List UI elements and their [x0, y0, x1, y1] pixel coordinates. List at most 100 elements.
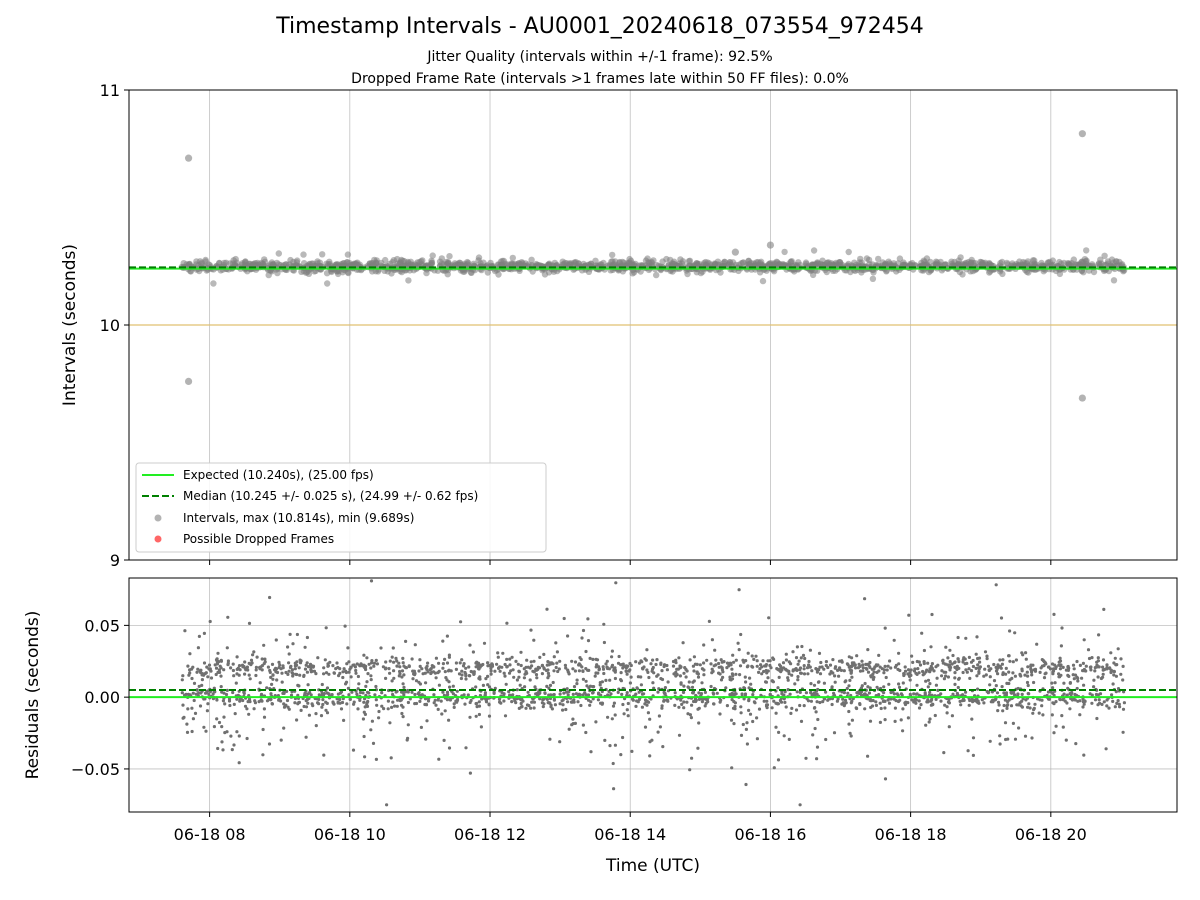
residual-point — [206, 675, 210, 679]
residual-point — [1023, 673, 1027, 677]
interval-point — [428, 259, 435, 267]
residual-point — [746, 664, 750, 668]
residual-point — [824, 690, 828, 694]
residual-point — [967, 667, 971, 671]
residual-point — [833, 666, 837, 670]
residual-point — [467, 665, 471, 669]
residual-point — [404, 690, 408, 694]
residual-point — [971, 736, 976, 740]
residual-point — [922, 660, 926, 664]
residual-point — [622, 712, 626, 716]
residual-point — [1122, 690, 1126, 694]
interval-point — [1098, 260, 1105, 267]
residual-point — [620, 692, 624, 697]
residual-point — [659, 677, 663, 681]
residual-point — [730, 766, 734, 770]
residual-point — [883, 718, 887, 722]
residual-point — [325, 711, 330, 715]
residual-point — [1011, 660, 1015, 664]
residual-point — [621, 666, 625, 670]
residual-point — [460, 673, 464, 677]
residual-point — [468, 700, 472, 705]
residual-point — [994, 684, 998, 688]
interval-point — [1064, 260, 1072, 267]
residual-point — [586, 639, 591, 643]
residual-point — [459, 620, 463, 624]
residual-point — [858, 702, 862, 706]
residual-point — [562, 616, 566, 621]
residual-point — [883, 777, 888, 781]
residual-point — [338, 691, 343, 695]
residual-point — [912, 692, 916, 696]
residual-point — [1031, 711, 1035, 715]
residual-point — [907, 613, 911, 617]
residual-point — [365, 680, 369, 684]
residual-point — [320, 682, 324, 687]
residuals-y-axis-label: Residuals (seconds) — [23, 611, 43, 780]
residual-point — [527, 704, 531, 708]
residual-point — [445, 661, 450, 665]
residual-point — [540, 663, 545, 667]
residual-point — [611, 761, 615, 766]
residual-point — [594, 665, 598, 669]
residual-point — [573, 669, 578, 673]
residual-point — [507, 671, 512, 675]
residual-point — [356, 674, 360, 679]
residual-point — [205, 690, 209, 694]
residual-point — [1020, 705, 1024, 709]
residual-point — [262, 643, 266, 647]
residual-point — [878, 720, 883, 725]
residual-point — [1013, 631, 1017, 635]
residual-point — [685, 700, 689, 704]
residual-point — [992, 662, 996, 667]
residual-point — [962, 698, 966, 703]
residual-point — [545, 607, 549, 611]
residual-point — [448, 685, 452, 689]
legend-median-label: Median (10.245 +/- 0.025 s), (24.99 +/- … — [183, 489, 478, 503]
residual-point — [1082, 669, 1086, 673]
residual-point — [464, 672, 468, 676]
residual-point — [929, 699, 933, 703]
residual-point — [363, 666, 367, 670]
residual-point — [334, 667, 338, 671]
residual-point — [682, 671, 686, 675]
residual-point — [909, 673, 913, 678]
residual-point — [468, 674, 472, 678]
residual-point — [784, 652, 788, 656]
residual-point — [882, 691, 886, 695]
residual-point — [1078, 713, 1082, 717]
residual-point — [513, 699, 517, 703]
residual-point — [1105, 666, 1109, 670]
residual-point — [1116, 647, 1120, 651]
residual-point — [401, 661, 405, 665]
residual-point — [680, 702, 684, 707]
residual-point — [298, 673, 302, 677]
residual-point — [525, 658, 529, 662]
residual-point — [188, 668, 192, 672]
residual-point — [1062, 681, 1066, 685]
residual-point — [864, 662, 868, 667]
residual-point — [868, 697, 873, 701]
residual-point — [1005, 704, 1009, 708]
residual-point — [1101, 665, 1105, 669]
residual-point — [202, 631, 206, 636]
residual-point — [1093, 666, 1097, 670]
residual-point — [363, 755, 367, 759]
residual-point — [612, 668, 616, 672]
residual-point — [468, 643, 472, 647]
residual-point — [371, 741, 376, 746]
residual-point — [746, 651, 750, 655]
residual-point — [897, 662, 901, 666]
residual-point — [586, 698, 591, 702]
residual-point — [1070, 698, 1075, 702]
legend: Expected (10.240s), (25.00 fps) Median (… — [135, 462, 547, 553]
residual-point — [606, 693, 610, 697]
residual-point — [547, 701, 552, 705]
residual-point — [225, 730, 229, 734]
residual-point — [610, 655, 614, 659]
residual-point — [918, 663, 923, 667]
interval-point — [300, 260, 308, 267]
residual-point — [1052, 702, 1056, 706]
residual-point — [369, 678, 373, 682]
residual-point — [891, 690, 895, 694]
